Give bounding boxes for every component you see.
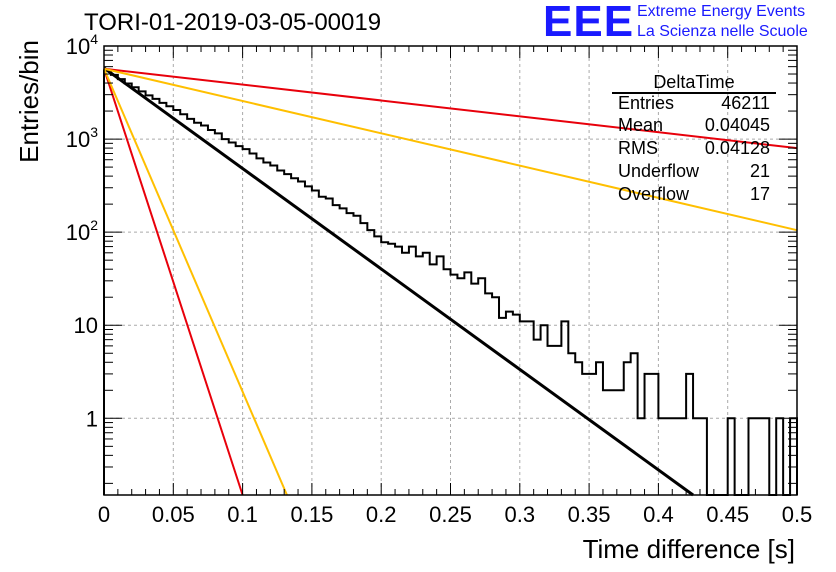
stat-row-entries: Entries 46211 [618,93,770,115]
stat-key: Underflow [618,161,700,181]
fit-line [103,66,694,497]
stat-row-overflow: Overflow 17 [618,184,770,206]
y-axis-title: Entries/bin [14,40,44,163]
fit-line [103,67,798,232]
eee-logo: EEE [543,0,635,46]
y-tick-label: 103 [66,124,98,152]
stat-key: RMS [618,138,658,158]
stat-value: 0.04045 [704,115,770,135]
x-tick-label: 0.4 [643,502,674,527]
histogram-title: TORI-01-2019-03-05-00019 [84,9,382,36]
fit-line [103,68,244,496]
histogram-series [103,69,798,496]
x-tick-label: 0.15 [290,502,333,527]
x-tick-label: 0.05 [152,502,195,527]
y-tick-label: 1 [86,406,98,431]
stat-row-underflow: Underflow 21 [618,161,770,183]
x-axis-title: Time difference [s] [583,534,795,564]
x-tick-label: 0.25 [429,502,472,527]
stat-key: Mean [618,115,664,135]
stat-value: 17 [749,184,770,204]
y-tick-label: 104 [66,31,98,59]
stat-key: Entries [618,93,675,113]
stat-value: 46211 [721,93,770,113]
x-tick-label: 0.35 [568,502,611,527]
brand-line-1: Extreme Energy Events [637,3,806,20]
x-tick-label: 0.2 [366,502,397,527]
x-tick-label: 0.45 [706,502,749,527]
x-tick-label: 0.5 [782,502,813,527]
y-tick-label: 102 [66,217,98,245]
fit-line [103,68,288,496]
x-tick-label: 0.1 [227,502,258,527]
fit-line [103,67,798,150]
x-tick-label: 0 [98,502,110,527]
stat-value: 0.04128 [704,138,770,158]
stat-key: Overflow [618,184,690,204]
stats-box-divider [612,92,776,94]
x-tick-label: 0.3 [505,502,536,527]
stat-value: 21 [749,161,770,181]
stat-row-mean: Mean 0.04045 [618,115,770,137]
brand-line-2: La Scienza nelle Scuole [637,23,808,40]
stat-row-rms: RMS 0.04128 [618,138,770,160]
y-tick-label: 10 [74,313,98,338]
stats-box-title: DeltaTime [653,72,735,92]
